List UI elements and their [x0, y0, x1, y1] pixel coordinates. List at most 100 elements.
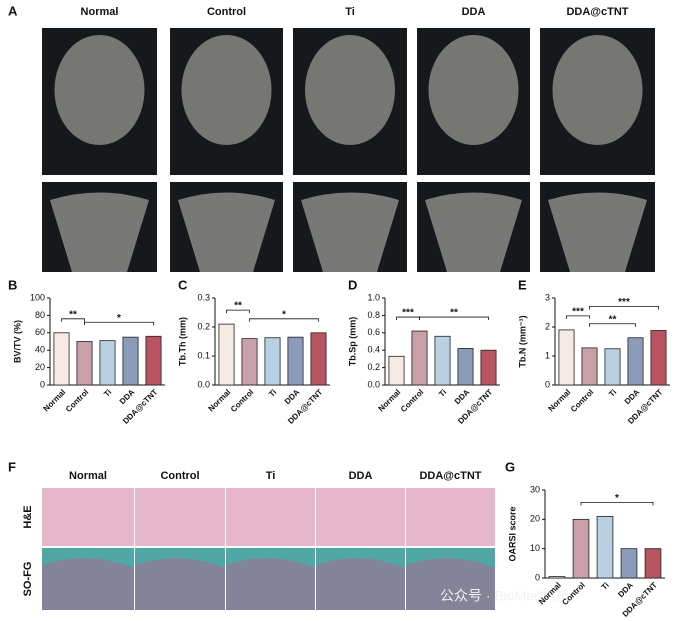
y-tick-label: 80: [35, 310, 45, 320]
sofg-image: [316, 548, 405, 610]
significance-label: **: [609, 314, 617, 325]
column-header: DDA: [462, 6, 486, 18]
x-tick-label: Ti: [267, 388, 278, 399]
bar: [287, 336, 304, 386]
sofg-image: [42, 548, 134, 610]
x-tick-label: Normal: [207, 388, 233, 414]
y-tick-label: 20: [35, 362, 45, 372]
bar: [572, 518, 590, 579]
y-tick-label: 0.0: [197, 379, 210, 389]
x-tick-label: Ti: [607, 388, 618, 399]
bone: [425, 192, 522, 272]
row-label: H&E: [22, 505, 34, 528]
significance-bracket: [589, 323, 636, 327]
he-image: [226, 488, 315, 546]
bar: [99, 340, 116, 386]
significance-bracket: [419, 316, 489, 321]
column-header: Control: [207, 6, 246, 18]
x-tick-label: DDA: [453, 387, 472, 406]
x-tick-label: Control: [399, 388, 425, 414]
y-tick-label: 0.3: [197, 292, 210, 302]
bar: [627, 337, 644, 386]
significance-label: **: [234, 301, 242, 312]
x-tick-label: Control: [569, 388, 595, 414]
x-tick-label: DDA: [118, 387, 137, 406]
row-label: SO-FG: [22, 562, 34, 597]
significance-bracket: [566, 315, 590, 319]
watermark: 公众号 · BioMed科技: [440, 588, 570, 604]
bar: [558, 329, 575, 386]
y-tick-label: 40: [35, 345, 45, 355]
bar: [218, 323, 235, 386]
bar: [310, 332, 327, 386]
bone: [548, 192, 647, 272]
significance-bracket: [580, 502, 654, 506]
stain: [226, 558, 315, 610]
significance-bracket: [84, 321, 154, 326]
y-tick-label: 20: [530, 514, 540, 524]
x-tick-label: DDA: [616, 580, 635, 599]
panel-label: C: [178, 277, 188, 292]
bone: [178, 192, 275, 272]
y-tick-label: 10: [530, 543, 540, 553]
significance-label: *: [615, 493, 619, 504]
bone: [552, 35, 643, 145]
sofg-image: [406, 548, 495, 610]
significance-label: ***: [402, 308, 414, 319]
significance-label: *: [282, 309, 286, 320]
significance-bracket: [226, 309, 250, 314]
bar: [457, 348, 474, 386]
y-tick-label: 0: [545, 379, 550, 389]
y-tick-label: 3: [545, 292, 550, 302]
bar: [644, 548, 662, 579]
column-header: Normal: [69, 470, 107, 482]
y-tick-label: 60: [35, 327, 45, 337]
y-tick-label: 0.2: [197, 321, 210, 331]
y-tick-label: 2: [545, 321, 550, 331]
bone: [50, 192, 149, 272]
bar: [480, 349, 497, 386]
bar: [264, 337, 281, 386]
panel-label: E: [518, 277, 527, 292]
sofg-image: [226, 548, 315, 610]
column-header: DDA@cTNT: [419, 470, 481, 482]
panel-label: A: [8, 3, 18, 18]
bar: [604, 348, 621, 386]
bar: [581, 347, 598, 386]
stain: [42, 558, 134, 610]
y-tick-label: 0.0: [367, 379, 380, 389]
x-tick-label: Normal: [42, 388, 68, 414]
x-tick-label: DDA: [283, 387, 302, 406]
stain: [135, 558, 225, 610]
bone: [54, 35, 145, 145]
x-tick-label: Control: [229, 388, 255, 414]
y-tick-label: 0.8: [367, 310, 380, 320]
bone: [181, 35, 272, 145]
bone: [428, 35, 519, 145]
column-header: Ti: [345, 6, 355, 18]
y-tick-label: 100: [30, 292, 45, 302]
stain: [406, 558, 495, 610]
he-image: [42, 488, 134, 546]
bar: [620, 548, 638, 579]
column-header: Ti: [266, 470, 276, 482]
significance-bracket: [589, 306, 659, 310]
y-axis-label: Tb.Sp (mm): [347, 317, 357, 367]
column-header: Normal: [81, 6, 119, 18]
x-tick-label: Ti: [600, 581, 611, 592]
y-tick-label: 1.0: [367, 292, 380, 302]
x-tick-label: Ti: [437, 388, 448, 399]
significance-label: ***: [618, 297, 630, 308]
panel-label: D: [348, 277, 357, 292]
panel-label: G: [505, 459, 515, 474]
y-axis-label: Tb.Th (mm): [177, 317, 187, 366]
bar: [434, 335, 451, 386]
y-tick-label: 0.4: [367, 345, 380, 355]
bar: [76, 341, 93, 386]
bar: [650, 330, 667, 386]
bone: [301, 192, 399, 272]
panel-label: F: [8, 459, 16, 474]
column-header: Control: [160, 470, 199, 482]
bone: [305, 35, 395, 145]
